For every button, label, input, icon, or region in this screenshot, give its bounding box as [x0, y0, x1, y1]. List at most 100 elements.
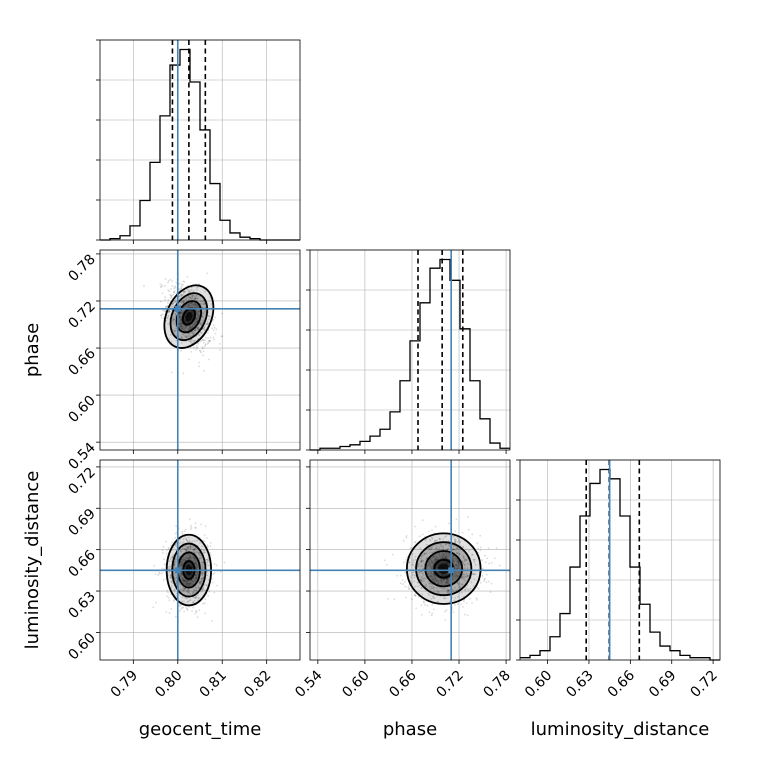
- scatter-point: [193, 547, 196, 550]
- scatter-point: [180, 337, 183, 340]
- scatter-point: [171, 305, 174, 308]
- scatter-point: [164, 298, 166, 301]
- scatter-point: [169, 278, 172, 281]
- scatter-point: [184, 559, 187, 562]
- scatter-point: [429, 582, 432, 585]
- scatter-point: [435, 539, 437, 542]
- scatter-point: [195, 526, 197, 529]
- scatter-point: [202, 312, 205, 314]
- scatter-point: [424, 552, 426, 555]
- scatter-point: [186, 296, 188, 299]
- scatter-point: [431, 536, 433, 539]
- scatter-point: [191, 302, 193, 305]
- scatter-point: [163, 558, 166, 561]
- scatter-point: [460, 603, 463, 605]
- scatter-point: [430, 598, 433, 600]
- scatter-point: [193, 545, 195, 548]
- scatter-point: [431, 538, 434, 540]
- scatter-point: [200, 562, 203, 564]
- scatter-point: [193, 302, 196, 304]
- scatter-point: [213, 563, 216, 565]
- scatter-point: [456, 574, 459, 577]
- scatter-point: [202, 572, 205, 575]
- scatter-point: [180, 322, 183, 325]
- scatter-point: [191, 294, 194, 297]
- scatter-point: [197, 326, 199, 329]
- scatter-point: [431, 576, 433, 579]
- scatter-point: [190, 301, 193, 304]
- scatter-point: [180, 322, 183, 324]
- scatter-point: [193, 561, 196, 564]
- scatter-point: [201, 571, 204, 574]
- scatter-point: [194, 329, 197, 332]
- scatter-point: [451, 559, 454, 562]
- scatter-point: [498, 564, 501, 567]
- scatter-point: [466, 563, 469, 565]
- scatter-point: [218, 343, 221, 345]
- scatter-point: [433, 575, 435, 577]
- scatter-point: [187, 298, 190, 301]
- scatter-point: [175, 544, 178, 546]
- scatter-point: [414, 595, 417, 597]
- scatter-point: [433, 580, 436, 583]
- scatter-point: [197, 551, 200, 554]
- scatter-point: [463, 564, 466, 566]
- scatter-point: [193, 339, 196, 342]
- scatter-point: [193, 295, 196, 298]
- scatter-point: [420, 557, 423, 560]
- scatter-point: [175, 339, 178, 342]
- scatter-point: [209, 340, 211, 343]
- scatter-point: [413, 594, 416, 596]
- scatter-point: [458, 539, 461, 542]
- scatter-point: [409, 547, 412, 549]
- x-tick-label-luminosity_distance-2: 0.66: [605, 667, 638, 700]
- panel-frame: [99, 39, 301, 241]
- scatter-point: [456, 589, 458, 591]
- scatter-point: [399, 582, 402, 585]
- scatter-point: [195, 303, 197, 306]
- scatter-point: [458, 553, 461, 556]
- scatter-point: [197, 575, 199, 577]
- scatter-point: [179, 324, 181, 327]
- scatter-point: [192, 333, 195, 335]
- scatter-point: [456, 567, 459, 570]
- scatter-panel-geocent_time-luminosity_distance: [96, 459, 301, 664]
- scatter-point: [479, 534, 482, 537]
- scatter-point: [179, 311, 182, 314]
- scatter-point: [207, 559, 210, 562]
- scatter-point: [444, 556, 447, 558]
- scatter-point: [178, 565, 181, 568]
- scatter-point: [171, 302, 174, 305]
- scatter-point: [161, 292, 164, 295]
- scatter-point: [187, 600, 190, 603]
- scatter-point: [426, 604, 429, 607]
- scatter-point: [171, 280, 174, 283]
- scatter-point: [197, 586, 200, 589]
- x-tick-label-luminosity_distance-0: 0.60: [522, 668, 555, 701]
- scatter-point: [459, 540, 462, 543]
- scatter-point: [174, 298, 177, 301]
- scatter-point: [193, 548, 196, 550]
- scatter-point: [454, 540, 457, 542]
- scatter-point: [188, 557, 191, 560]
- scatter-point: [182, 541, 185, 544]
- scatter-point: [443, 555, 446, 558]
- scatter-point: [440, 554, 443, 556]
- scatter-point: [186, 600, 189, 603]
- scatter-point: [187, 589, 190, 591]
- scatter-point: [201, 580, 204, 582]
- contour-level-3: [405, 532, 482, 605]
- scatter-point: [189, 585, 192, 587]
- scatter-point: [189, 305, 192, 307]
- scatter-point: [192, 557, 195, 559]
- scatter-point: [440, 580, 443, 582]
- scatter-point: [479, 549, 482, 552]
- scatter-point: [429, 551, 432, 554]
- scatter-point: [188, 340, 190, 342]
- scatter-point: [432, 577, 435, 579]
- scatter-point: [195, 560, 198, 563]
- scatter-point: [200, 303, 202, 306]
- scatter-point: [205, 323, 208, 326]
- scatter-point: [190, 557, 193, 560]
- scatter-point: [447, 547, 450, 550]
